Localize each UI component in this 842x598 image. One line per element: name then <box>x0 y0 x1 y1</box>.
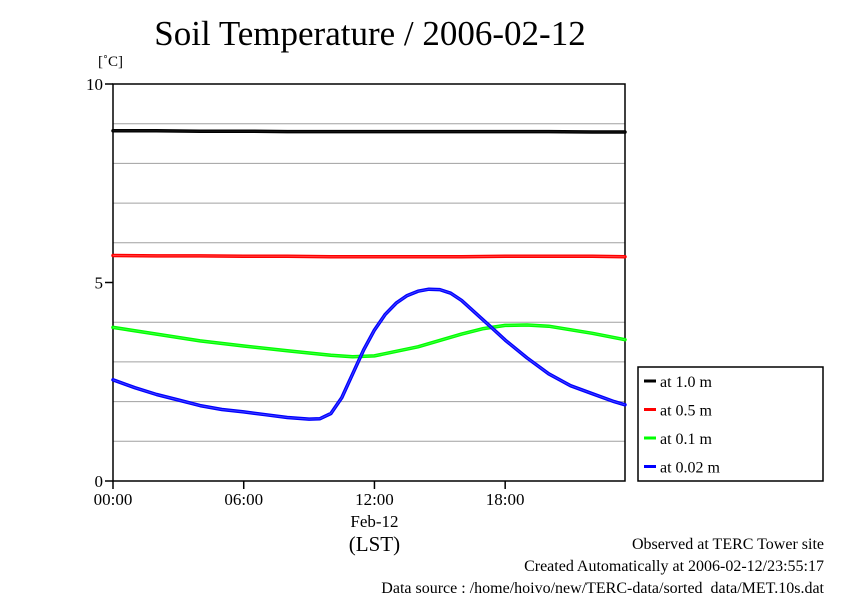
x-tick-label: 06:00 <box>224 490 263 509</box>
legend-box <box>637 366 824 482</box>
x-tick-label: 00:00 <box>94 490 133 509</box>
series-line-1 <box>111 253 627 259</box>
series-line-0 <box>111 129 627 134</box>
created-note: Created Automatically at 2006-02-12/23:5… <box>524 558 824 575</box>
legend-label: at 0.1 m <box>660 431 713 448</box>
observed-note: Observed at TERC Tower site <box>631 536 824 553</box>
series-line-texture-0 <box>113 130 625 133</box>
series-line-texture-2 <box>112 324 626 358</box>
x-tick-label: 12:00 <box>355 490 394 509</box>
series-line-texture-1 <box>112 255 626 258</box>
legend-label: at 1.0 m <box>660 374 713 391</box>
chart-title: Soil Temperature / 2006-02-12 <box>154 14 586 53</box>
y-axis-unit-label: [˚C] <box>98 54 123 70</box>
legend-label: at 0.02 m <box>660 460 721 477</box>
x-axis-date-label: Feb-12 <box>350 512 398 531</box>
data-source-note: Data source : /home/hoivo/new/TERC-data/… <box>381 580 824 597</box>
legend-label: at 0.5 m <box>660 403 713 420</box>
y-tick-label: 10 <box>86 75 103 94</box>
y-tick-label: 0 <box>95 472 104 491</box>
series-line-2 <box>111 323 627 359</box>
x-tick-label: 18:00 <box>486 490 525 509</box>
series-line-3 <box>111 287 627 421</box>
y-tick-label: 5 <box>95 274 104 293</box>
series-line-texture-3 <box>112 288 626 420</box>
plot-frame <box>112 83 626 482</box>
x-axis-title: (LST) <box>349 532 400 556</box>
